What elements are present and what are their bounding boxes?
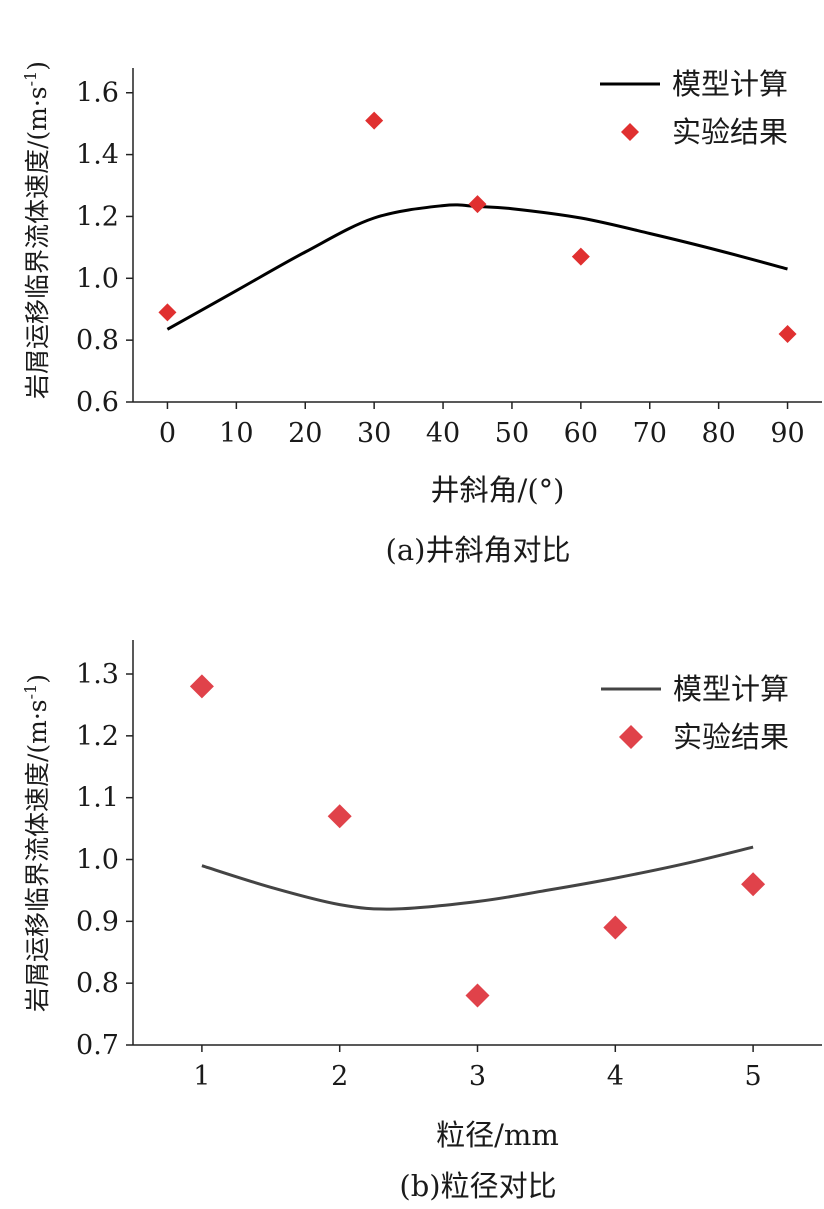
chart-a-x-tick-label: 10 <box>219 418 253 449</box>
chart-b-x-tick-label: 2 <box>331 1061 348 1092</box>
chart-b-y-axis-label-close: ) <box>23 674 52 684</box>
chart-a-experiment-point <box>571 247 590 266</box>
chart-a-x-tick-label: 60 <box>564 418 598 449</box>
chart-b-experiment-point <box>189 674 214 699</box>
chart-a-x-tick-label: 20 <box>288 418 322 449</box>
chart-b-x-tick-label: 1 <box>193 1061 210 1092</box>
chart-b-y-tick-label: 1.2 <box>76 721 119 752</box>
chart-b-x-tick-label: 5 <box>745 1061 762 1092</box>
chart-b-svg: 0.7 0.8 0.9 1.0 1.1 1.2 1.3 1 2 3 4 5 粒径/mm 岩屑运移临界流体速… <box>21 640 822 1203</box>
chart-b-experiment-point <box>465 983 490 1008</box>
chart-a-y-axis-label-close: ) <box>23 61 52 71</box>
chart-a-x-tick-label: 90 <box>770 418 804 449</box>
chart-b-experiment-point <box>741 872 766 897</box>
chart-b-x-axis-label: 粒径/mm <box>436 1118 559 1152</box>
chart-a-y-axis-label: 岩屑运移临界流体速度/(m·s-1) <box>21 61 52 399</box>
chart-a-experiment-point <box>158 303 177 322</box>
chart-b-container: 0.7 0.8 0.9 1.0 1.1 1.2 1.3 1 2 3 4 5 粒径/mm 岩屑运移临界流体速… <box>0 600 824 1209</box>
chart-a-y-axis-label-unit: s <box>23 86 52 99</box>
chart-b-y-tick-label: 0.7 <box>76 1030 119 1061</box>
chart-a-y-tick-label: 0.8 <box>76 325 119 356</box>
chart-b-experiment-point <box>327 804 352 829</box>
chart-a-experiment-point <box>468 195 487 214</box>
chart-b-y-axis-label-unit: s <box>23 699 52 712</box>
chart-a-x-tick-label: 80 <box>701 418 735 449</box>
chart-a-series-model-line <box>166 203 788 331</box>
chart-a-y-tick-label: 1.2 <box>76 201 119 232</box>
chart-a-legend-experiment-label: 实验结果 <box>672 115 788 149</box>
chart-a-y-tick-label: 1.4 <box>76 140 119 171</box>
chart-a-x-axis-label: 井斜角/(°) <box>431 473 565 507</box>
chart-a-x-tick-label: 70 <box>633 418 667 449</box>
chart-a-x-tick-label: 30 <box>357 418 391 449</box>
chart-b-y-tick-label: 0.9 <box>76 906 119 937</box>
chart-b-y-axis-label-sup: -1 <box>21 684 40 700</box>
chart-a-caption: (a)井斜角对比 <box>386 533 571 567</box>
chart-a-y-axis-label-sup: -1 <box>21 71 40 87</box>
chart-a-svg: 0.6 0.8 1.0 1.2 1.4 1.6 0 10 20 30 40 50 60 70 80 90 井斜角… <box>21 61 822 567</box>
chart-b-x-tick-label: 4 <box>607 1061 624 1092</box>
chart-a-x-tick-label: 40 <box>426 418 460 449</box>
chart-a-y-axis-label-main: 岩屑运移临界流体速度/(m· <box>23 99 52 399</box>
chart-b-y-axis-label-main: 岩屑运移临界流体速度/(m· <box>23 712 52 1012</box>
chart-b-y-tick-label: 0.8 <box>76 968 119 999</box>
chart-a-y-tick-label: 1.0 <box>76 263 119 294</box>
chart-b-y-tick-label: 1.0 <box>76 845 119 876</box>
chart-a-x-tick-label: 0 <box>159 418 176 449</box>
chart-b-x-tick-label: 3 <box>469 1061 486 1092</box>
chart-a-container: 0.6 0.8 1.0 1.2 1.4 1.6 0 10 20 30 40 50 60 70 80 90 井斜角… <box>0 0 824 580</box>
chart-b-experiment-point <box>603 915 628 940</box>
chart-b-legend-diamond-swatch <box>619 725 643 749</box>
chart-b-legend-experiment-label: 实验结果 <box>673 720 789 754</box>
chart-a-experiment-point <box>365 111 384 130</box>
chart-b-y-tick-label: 1.3 <box>76 659 119 690</box>
chart-a-y-tick-label: 0.6 <box>76 387 119 418</box>
chart-a-legend-model-label: 模型计算 <box>672 67 788 101</box>
chart-b-y-tick-label: 1.1 <box>76 783 119 814</box>
chart-b-caption: (b)粒径对比 <box>399 1169 556 1203</box>
chart-a-experiment-point <box>778 324 797 343</box>
chart-a-y-tick-label: 1.6 <box>76 78 119 109</box>
chart-a-legend-diamond-swatch <box>621 123 639 141</box>
chart-b-legend-model-label: 模型计算 <box>673 672 789 706</box>
chart-b-y-axis-label: 岩屑运移临界流体速度/(m·s-1) <box>21 674 52 1012</box>
chart-b-series-model-line <box>201 845 754 911</box>
chart-a-x-tick-label: 50 <box>495 418 529 449</box>
